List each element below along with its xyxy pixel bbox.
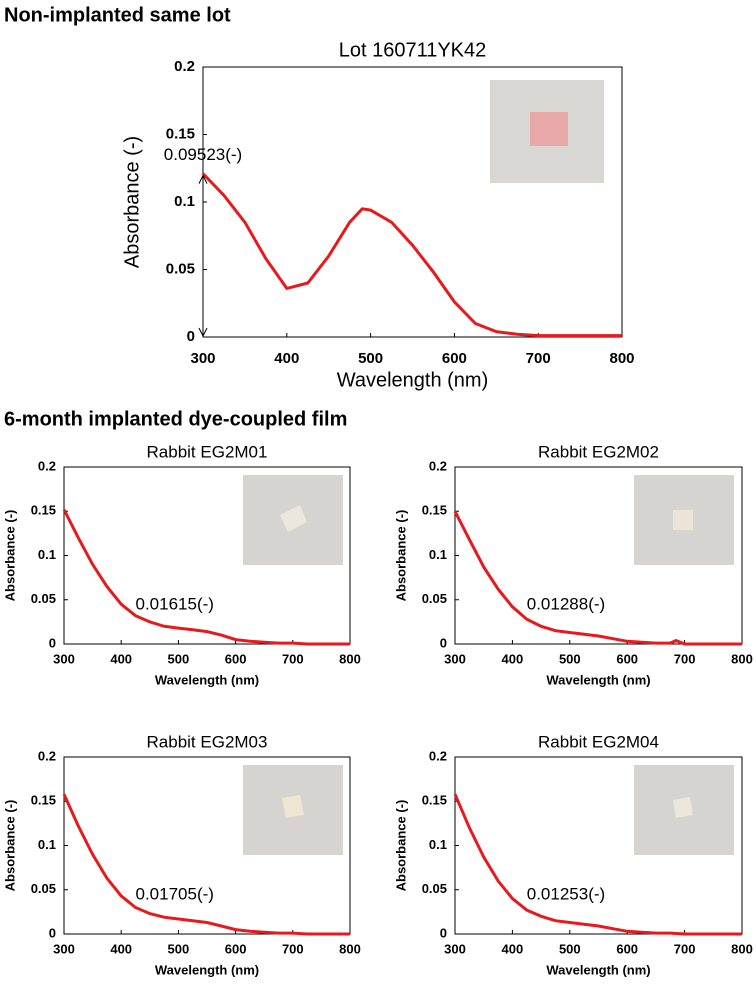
data-line bbox=[453, 793, 742, 936]
sample-film bbox=[280, 505, 307, 532]
annotation: 0.01705(-) bbox=[136, 885, 214, 904]
x-tick-label: 800 bbox=[731, 651, 753, 666]
y-tick-label: 0 bbox=[440, 925, 447, 940]
x-tick-label: 500 bbox=[559, 651, 581, 666]
x-axis-label: Wavelength (nm) bbox=[155, 672, 259, 687]
annotation: 0.01615(-) bbox=[136, 595, 214, 614]
x-tick-label: 500 bbox=[559, 941, 581, 956]
y-tick-label: 0.05 bbox=[31, 591, 56, 606]
data-line bbox=[453, 510, 742, 646]
x-tick-label: 300 bbox=[53, 941, 75, 956]
chart-title: Rabbit EG2M03 bbox=[147, 732, 268, 751]
x-tick-label: 800 bbox=[339, 941, 361, 956]
y-axis-label: Absorbance (-) bbox=[2, 510, 17, 602]
y-tick-label: 0.15 bbox=[422, 793, 447, 808]
x-tick-label: 700 bbox=[674, 651, 696, 666]
y-axis-label: Absorbance (-) bbox=[393, 510, 408, 602]
y-tick-label: 0.1 bbox=[38, 547, 56, 562]
x-tick-label: 300 bbox=[53, 651, 75, 666]
annotation: 0.01253(-) bbox=[527, 885, 605, 904]
x-tick-label: 600 bbox=[616, 651, 638, 666]
x-tick-label: 600 bbox=[225, 651, 247, 666]
x-tick-label: 800 bbox=[731, 941, 753, 956]
y-tick-label: 0.05 bbox=[31, 881, 56, 896]
sample-film bbox=[282, 795, 304, 818]
arrow-head bbox=[198, 174, 208, 184]
x-tick-label: 700 bbox=[282, 941, 304, 956]
x-axis-label: Wavelength (nm) bbox=[155, 962, 259, 977]
y-tick-label: 0 bbox=[49, 925, 56, 940]
chart-title: Rabbit EG2M01 bbox=[147, 442, 268, 461]
annotation: 0.09523(-) bbox=[164, 145, 242, 164]
y-tick-label: 0.15 bbox=[31, 503, 56, 518]
x-axis-label: Wavelength (nm) bbox=[546, 672, 650, 687]
x-tick-label: 800 bbox=[339, 651, 361, 666]
y-tick-label: 0.15 bbox=[31, 793, 56, 808]
data-line bbox=[62, 508, 350, 646]
y-tick-label: 0.05 bbox=[166, 260, 195, 277]
x-tick-label: 600 bbox=[225, 941, 247, 956]
x-tick-label: 400 bbox=[502, 941, 524, 956]
x-tick-label: 600 bbox=[442, 350, 467, 367]
data-line bbox=[62, 793, 350, 936]
y-tick-label: 0.2 bbox=[429, 748, 447, 763]
x-tick-label: 400 bbox=[110, 651, 132, 666]
y-tick-label: 0.2 bbox=[38, 458, 56, 473]
y-tick-label: 0.1 bbox=[429, 547, 447, 562]
y-tick-label: 0.1 bbox=[429, 837, 447, 852]
chart-title: Lot 160711YK42 bbox=[339, 39, 487, 61]
y-tick-label: 0.2 bbox=[174, 58, 195, 75]
y-tick-label: 0 bbox=[440, 635, 447, 650]
y-tick-label: 0.2 bbox=[38, 748, 56, 763]
y-axis-label: Absorbance (-) bbox=[121, 136, 143, 268]
x-tick-label: 300 bbox=[190, 350, 215, 367]
x-tick-label: 700 bbox=[282, 651, 304, 666]
x-tick-label: 800 bbox=[609, 350, 634, 367]
annotation: 0.01288(-) bbox=[527, 595, 605, 614]
section-heading: Non-implanted same lot bbox=[4, 4, 231, 26]
x-tick-label: 400 bbox=[502, 651, 524, 666]
x-tick-label: 400 bbox=[274, 350, 299, 367]
y-tick-label: 0.1 bbox=[38, 837, 56, 852]
y-axis-label: Absorbance (-) bbox=[393, 800, 408, 892]
sample-film bbox=[673, 510, 693, 530]
x-tick-label: 600 bbox=[616, 941, 638, 956]
x-tick-label: 700 bbox=[526, 350, 551, 367]
data-line bbox=[201, 172, 622, 338]
y-tick-label: 0.1 bbox=[174, 193, 195, 210]
y-tick-label: 0.05 bbox=[422, 591, 447, 606]
y-tick-label: 0.05 bbox=[422, 881, 447, 896]
y-tick-label: 0 bbox=[49, 635, 56, 650]
y-tick-label: 0.15 bbox=[422, 503, 447, 518]
x-tick-label: 700 bbox=[674, 941, 696, 956]
x-tick-label: 300 bbox=[444, 651, 466, 666]
y-tick-label: 0.2 bbox=[429, 458, 447, 473]
y-tick-label: 0 bbox=[187, 328, 195, 345]
y-tick-label: 0.15 bbox=[166, 125, 195, 142]
x-tick-label: 300 bbox=[444, 941, 466, 956]
x-tick-label: 500 bbox=[168, 941, 190, 956]
x-tick-label: 400 bbox=[110, 941, 132, 956]
x-axis-label: Wavelength (nm) bbox=[337, 369, 489, 391]
sample-film bbox=[673, 797, 693, 818]
sample-film bbox=[530, 112, 568, 146]
chart-title: Rabbit EG2M02 bbox=[538, 442, 659, 461]
x-axis-label: Wavelength (nm) bbox=[546, 962, 650, 977]
x-tick-label: 500 bbox=[358, 350, 383, 367]
x-tick-label: 500 bbox=[168, 651, 190, 666]
chart-title: Rabbit EG2M04 bbox=[538, 732, 659, 751]
arrow-head bbox=[198, 327, 208, 338]
section-heading: 6-month implanted dye-coupled film bbox=[4, 408, 347, 430]
y-axis-label: Absorbance (-) bbox=[2, 800, 17, 892]
